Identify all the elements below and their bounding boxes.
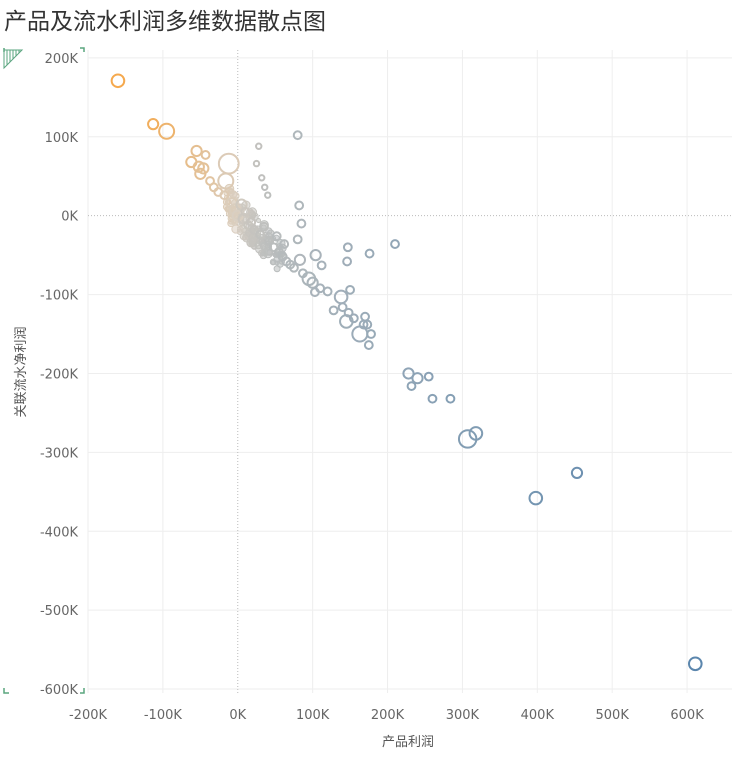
data-point[interactable]	[364, 248, 375, 259]
data-point[interactable]	[337, 302, 348, 313]
data-point[interactable]	[264, 191, 272, 199]
data-point[interactable]	[345, 284, 355, 295]
data-point[interactable]	[306, 276, 319, 289]
data-point[interactable]	[200, 150, 211, 160]
data-point[interactable]	[402, 367, 415, 380]
data-point[interactable]	[252, 159, 261, 168]
data-point[interactable]	[294, 200, 305, 211]
cluster-point	[236, 226, 244, 233]
data-point[interactable]	[296, 218, 307, 229]
data-point[interactable]	[219, 190, 230, 201]
y-tick-label: -500K	[40, 604, 79, 619]
data-point[interactable]	[264, 236, 275, 246]
x-tick-label: 300K	[446, 708, 480, 723]
data-point[interactable]	[688, 656, 703, 672]
y-tick-label: -600K	[40, 683, 79, 698]
plot-frame	[3, 47, 85, 694]
data-point[interactable]	[362, 319, 373, 330]
data-point[interactable]	[343, 307, 354, 318]
data-point[interactable]	[110, 73, 126, 89]
data-point[interactable]	[246, 217, 257, 227]
data-point[interactable]	[185, 155, 198, 169]
data-point[interactable]	[390, 239, 400, 249]
x-tick-label: 600K	[670, 708, 704, 723]
x-tick-label: -100K	[144, 708, 183, 723]
legend-icon-hatch	[6, 50, 20, 65]
data-point[interactable]	[217, 152, 240, 175]
data-point[interactable]	[316, 260, 327, 271]
cluster-point	[242, 235, 248, 241]
x-axis-ticks: -200K -100K 0K 100K 200K 300K 400K 500K 600K	[69, 708, 704, 723]
data-point[interactable]	[194, 167, 207, 180]
data-point[interactable]	[259, 221, 269, 232]
data-point[interactable]	[528, 490, 544, 506]
data-point[interactable]	[309, 249, 322, 262]
y-tick-label: 0K	[61, 210, 78, 225]
data-point[interactable]	[158, 122, 176, 140]
data-point[interactable]	[342, 256, 352, 267]
x-tick-label: 400K	[521, 708, 555, 723]
data-point[interactable]	[468, 426, 484, 441]
data-point[interactable]	[261, 183, 269, 191]
data-point[interactable]	[293, 253, 307, 266]
data-point[interactable]	[445, 393, 456, 404]
data-point[interactable]	[570, 466, 584, 479]
data-point[interactable]	[406, 381, 417, 391]
data-point[interactable]	[342, 242, 353, 253]
data-point[interactable]	[363, 340, 374, 350]
zero-reference-lines	[88, 50, 732, 693]
data-point[interactable]	[249, 224, 260, 235]
data-point[interactable]	[255, 142, 263, 150]
y-axis-label: 关联流水净利润	[14, 326, 29, 417]
y-tick-label: -200K	[40, 367, 79, 382]
data-point[interactable]	[147, 118, 160, 131]
data-point[interactable]	[255, 229, 266, 240]
data-point[interactable]	[322, 286, 333, 297]
grid-lines	[87, 50, 732, 693]
data-point[interactable]	[208, 182, 219, 193]
data-point[interactable]	[292, 130, 303, 141]
data-point[interactable]	[360, 311, 370, 322]
cluster-point	[261, 250, 268, 257]
data-point[interactable]	[190, 144, 203, 158]
corner-mark-bottom	[3, 688, 85, 694]
data-point[interactable]	[292, 234, 303, 245]
data-point[interactable]	[423, 371, 434, 382]
data-point[interactable]	[217, 172, 235, 190]
data-point[interactable]	[333, 289, 349, 305]
data-point[interactable]	[366, 329, 376, 339]
data-point[interactable]	[258, 174, 266, 182]
y-tick-label: -100K	[40, 289, 79, 304]
y-tick-label: 100K	[45, 131, 79, 146]
y-axis-ticks: 200K 100K 0K -100K -200K -300K -400K -500K -600K	[40, 52, 79, 698]
data-point[interactable]	[240, 206, 251, 217]
data-point[interactable]	[348, 313, 359, 324]
y-tick-label: 200K	[45, 52, 79, 67]
chart-title: 产品及流水利润多维数据散点图	[4, 9, 326, 35]
x-tick-label: 200K	[371, 708, 405, 723]
x-tick-label: 500K	[596, 708, 630, 723]
x-tick-label: 0K	[229, 708, 246, 723]
data-point[interactable]	[427, 393, 438, 404]
x-tick-label: -200K	[69, 708, 108, 723]
data-point[interactable]	[268, 242, 279, 253]
cluster-point	[273, 265, 281, 273]
x-axis-label: 产品利润	[382, 735, 434, 750]
data-points[interactable]	[110, 73, 703, 672]
data-point[interactable]	[328, 305, 339, 316]
x-tick-label: 100K	[296, 708, 330, 723]
data-point[interactable]	[279, 239, 290, 249]
y-tick-label: -300K	[40, 446, 79, 461]
y-tick-label: -400K	[40, 525, 79, 540]
data-point[interactable]	[271, 231, 282, 242]
cluster-point	[256, 217, 262, 224]
data-point[interactable]	[289, 262, 299, 273]
data-point[interactable]	[411, 372, 424, 385]
